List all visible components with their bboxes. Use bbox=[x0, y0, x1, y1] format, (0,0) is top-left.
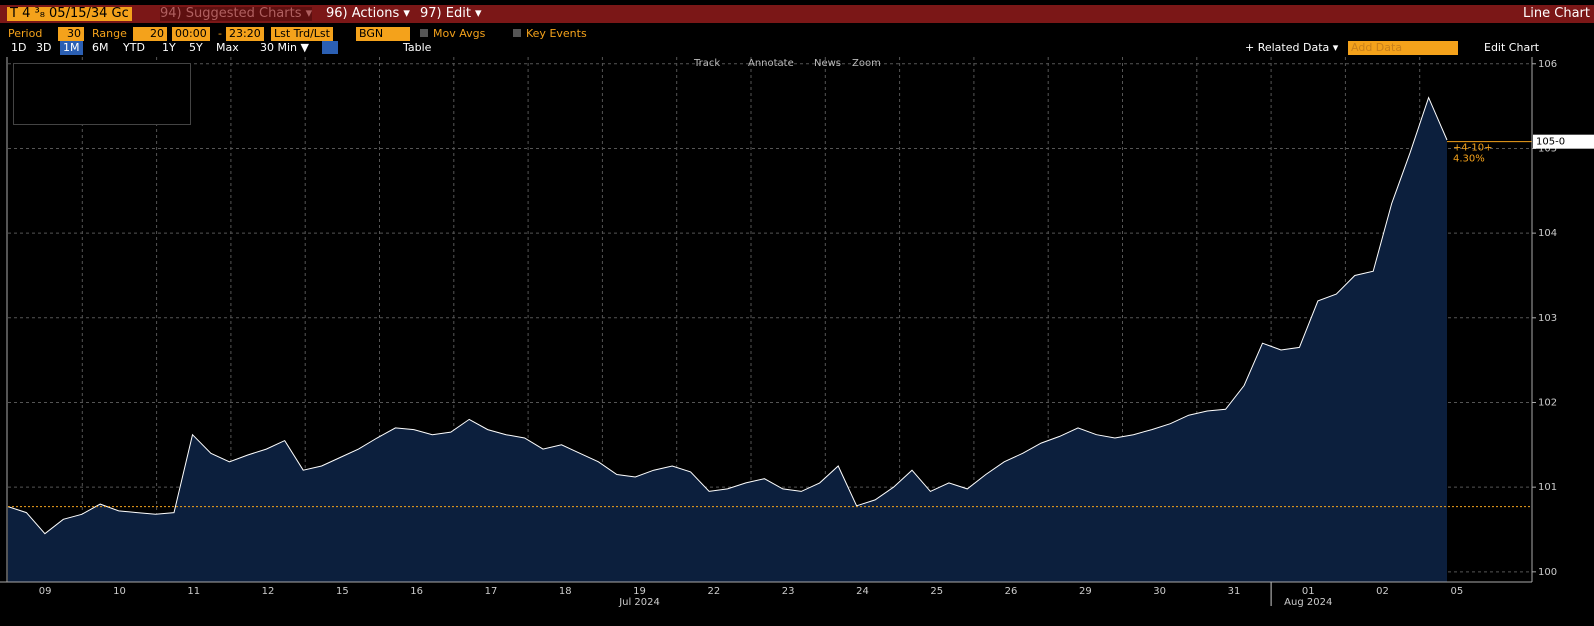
top-bar bbox=[0, 5, 1594, 23]
x-tick-label: 15 bbox=[336, 586, 349, 597]
x-tick-label: 29 bbox=[1079, 586, 1092, 597]
change-label: +4-10+ bbox=[1453, 143, 1492, 154]
x-tick-label: 18 bbox=[559, 586, 572, 597]
dropdown[interactable]: Lst Trd/Lst bbox=[271, 27, 333, 41]
input[interactable]: 23:20 bbox=[226, 27, 264, 41]
x-tick-label: 26 bbox=[1005, 586, 1018, 597]
input[interactable]: 20 bbox=[133, 27, 167, 41]
label: Key Events bbox=[526, 27, 587, 40]
label: Mov Avgs bbox=[433, 27, 486, 40]
y-tick-label: 100 bbox=[1538, 567, 1557, 578]
x-tick-label: 11 bbox=[187, 586, 200, 597]
security[interactable]: T 4 ³₈ 05/15/34 Gc bbox=[7, 7, 132, 21]
x-tick-label: 30 bbox=[1153, 586, 1166, 597]
x-tick-label: 31 bbox=[1228, 586, 1241, 597]
view-title: Line Chart bbox=[1523, 6, 1590, 21]
x-tick-label: 24 bbox=[856, 586, 869, 597]
tool-button[interactable]: News bbox=[814, 58, 842, 69]
range-button[interactable]: Max bbox=[216, 41, 239, 54]
menu[interactable]: 94) Suggested Charts ▾ bbox=[160, 6, 313, 21]
last-price-box bbox=[1533, 134, 1594, 149]
y-tick-label: 102 bbox=[1538, 397, 1557, 408]
month-label: Aug 2024 bbox=[1284, 597, 1332, 608]
input[interactable]: 30 bbox=[58, 27, 84, 41]
x-tick-label: 22 bbox=[707, 586, 720, 597]
range-button[interactable]: 5Y bbox=[189, 41, 203, 54]
y-tick-label: 103 bbox=[1538, 313, 1557, 324]
tool-button[interactable]: Zoom bbox=[852, 58, 881, 69]
month-label: Jul 2024 bbox=[618, 597, 660, 608]
change-pct-label: 4.30% bbox=[1453, 154, 1485, 165]
y-tick-label: 105 bbox=[1538, 143, 1557, 154]
range-button[interactable]: 3D bbox=[36, 41, 52, 54]
input[interactable]: Add Data bbox=[1348, 41, 1458, 55]
button[interactable]: + Related Data ▾ bbox=[1245, 41, 1339, 54]
tool-button[interactable]: Annotate bbox=[748, 58, 794, 69]
button[interactable]: Table bbox=[403, 41, 432, 54]
toggle[interactable]: Key Events bbox=[513, 27, 587, 41]
x-tick-label: 25 bbox=[930, 586, 943, 597]
x-tick-label: 09 bbox=[39, 586, 52, 597]
chart-type-button[interactable] bbox=[322, 41, 338, 54]
input[interactable]: BGN bbox=[356, 27, 410, 41]
range-button[interactable]: 1Y bbox=[162, 41, 176, 54]
x-tick-label: 05 bbox=[1450, 586, 1463, 597]
button[interactable]: Edit Chart bbox=[1484, 41, 1540, 54]
x-tick-label: 19 bbox=[633, 586, 646, 597]
range-button[interactable]: 6M bbox=[92, 41, 109, 54]
range-button[interactable]: 1D bbox=[11, 41, 27, 54]
last-price-label: 105-0 bbox=[1536, 137, 1565, 148]
menu[interactable]: 96) Actions ▾ bbox=[326, 6, 410, 21]
line bbox=[7, 96, 1448, 535]
label: Period bbox=[8, 27, 43, 40]
x-tick-label: 17 bbox=[485, 586, 498, 597]
y-tick-label: 106 bbox=[1538, 59, 1557, 70]
x-tick-label: 12 bbox=[262, 586, 275, 597]
x-tick-label: 23 bbox=[782, 586, 795, 597]
x-tick-label: 16 bbox=[410, 586, 423, 597]
x-tick-label: 10 bbox=[113, 586, 126, 597]
x-tick-label: 01 bbox=[1302, 586, 1315, 597]
menu[interactable]: 97) Edit ▾ bbox=[420, 6, 482, 21]
y-tick-label: 104 bbox=[1538, 228, 1557, 239]
range-button[interactable]: 1M bbox=[60, 41, 83, 55]
toggle[interactable]: Mov Avgs bbox=[420, 27, 485, 41]
tool-button[interactable]: Track bbox=[694, 58, 721, 69]
label: - bbox=[218, 27, 222, 40]
legend bbox=[13, 63, 191, 125]
y-tick-label: 101 bbox=[1538, 482, 1557, 493]
range-button[interactable]: YTD bbox=[123, 41, 145, 54]
interval[interactable]: 30 Min ▼ bbox=[260, 41, 309, 54]
area bbox=[8, 97, 1447, 582]
x-tick-label: 02 bbox=[1376, 586, 1389, 597]
input[interactable]: 00:00 bbox=[172, 27, 210, 41]
label: Range bbox=[92, 27, 127, 40]
